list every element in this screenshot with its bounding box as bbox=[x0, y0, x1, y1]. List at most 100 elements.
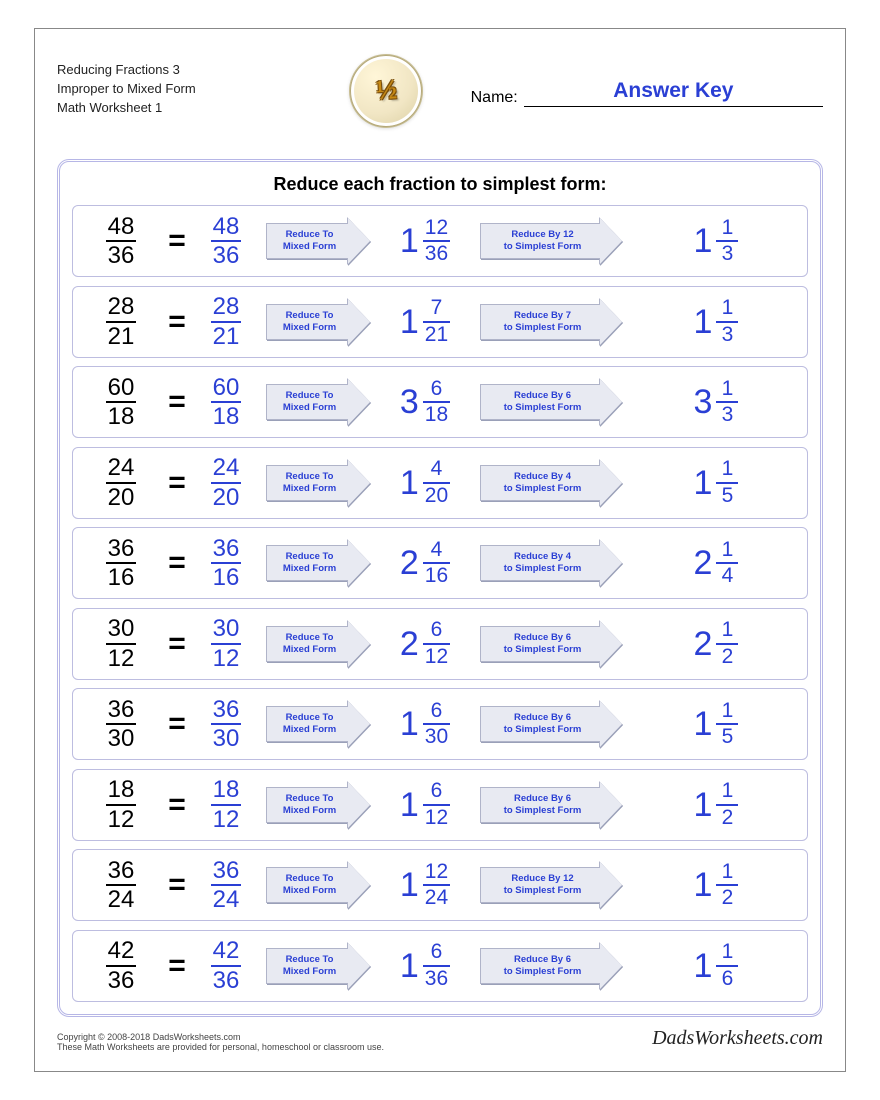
arrow-label: Reduce ToMixed Form bbox=[266, 706, 348, 742]
whole-part: 1 bbox=[694, 466, 713, 500]
fraction: 48 36 bbox=[106, 214, 137, 268]
arrow-label: Reduce By 12to Simplest Form bbox=[480, 223, 600, 259]
denominator: 12 bbox=[211, 645, 242, 671]
copied-fraction: 60 18 bbox=[195, 375, 257, 429]
numerator: 1 bbox=[720, 539, 736, 562]
mixed-number: 1 1 3 bbox=[694, 297, 739, 345]
mixed-number: 1 6 36 bbox=[400, 941, 450, 989]
fraction: 42 36 bbox=[106, 938, 137, 992]
numerator: 4 bbox=[429, 458, 445, 481]
denominator: 21 bbox=[423, 323, 450, 346]
arrow-to-mixed: Reduce ToMixed Form bbox=[257, 379, 379, 425]
title-line-1: Reducing Fractions 3 bbox=[57, 61, 302, 80]
whole-part: 2 bbox=[400, 546, 419, 580]
numerator: 48 bbox=[106, 214, 137, 240]
mixed-number: 1 1 5 bbox=[694, 458, 739, 506]
arrow-to-simplest: Reduce By 6to Simplest Form bbox=[471, 621, 631, 667]
fraction: 24 20 bbox=[211, 455, 242, 509]
numerator: 60 bbox=[106, 375, 137, 401]
fraction: 1 2 bbox=[716, 861, 738, 909]
whole-part: 1 bbox=[400, 224, 419, 258]
numerator: 1 bbox=[720, 941, 736, 964]
mixed-number: 1 1 5 bbox=[694, 700, 739, 748]
logo-text: ½ bbox=[375, 74, 397, 107]
numerator: 18 bbox=[106, 777, 137, 803]
arrow-label: Reduce ToMixed Form bbox=[266, 384, 348, 420]
problem-row: 42 36 = 42 36 Reduce ToMixed Form 1 6 36 bbox=[72, 930, 808, 1002]
arrow-to-mixed: Reduce ToMixed Form bbox=[257, 701, 379, 747]
numerator: 18 bbox=[211, 777, 242, 803]
mixed-number: 1 1 3 bbox=[694, 217, 739, 265]
mixed-form: 1 6 12 bbox=[379, 780, 471, 828]
denominator: 12 bbox=[423, 806, 450, 829]
problem-row: 36 24 = 36 24 Reduce ToMixed Form 1 12 2… bbox=[72, 849, 808, 921]
simplest-form: 1 1 3 bbox=[631, 297, 801, 345]
fraction: 6 12 bbox=[423, 780, 450, 828]
arrow-to-mixed: Reduce ToMixed Form bbox=[257, 460, 379, 506]
problem-fraction: 24 20 bbox=[83, 455, 159, 509]
arrow-head-icon bbox=[600, 379, 622, 425]
problem-fraction: 60 18 bbox=[83, 375, 159, 429]
fraction: 36 24 bbox=[106, 858, 137, 912]
denominator: 36 bbox=[423, 242, 450, 265]
simplest-form: 3 1 3 bbox=[631, 378, 801, 426]
fraction: 36 24 bbox=[211, 858, 242, 912]
fraction: 12 36 bbox=[423, 217, 450, 265]
equals-sign: = bbox=[159, 627, 195, 661]
simplest-form: 2 1 4 bbox=[631, 539, 801, 587]
arrow-to-simplest: Reduce By 12to Simplest Form bbox=[471, 862, 631, 908]
copied-fraction: 30 12 bbox=[195, 616, 257, 670]
arrow-head-icon bbox=[348, 943, 370, 989]
worksheet-title-block: Reducing Fractions 3 Improper to Mixed F… bbox=[57, 55, 302, 118]
simplest-form: 1 1 5 bbox=[631, 458, 801, 506]
denominator: 20 bbox=[211, 484, 242, 510]
arrow-head-icon bbox=[600, 701, 622, 747]
numerator: 42 bbox=[106, 938, 137, 964]
logo-container: ½ bbox=[302, 55, 471, 127]
denominator: 6 bbox=[720, 967, 736, 990]
equals-sign: = bbox=[159, 788, 195, 822]
denominator: 12 bbox=[106, 806, 137, 832]
arrow-label: Reduce By 12to Simplest Form bbox=[480, 867, 600, 903]
arrow-head-icon bbox=[600, 460, 622, 506]
arrow-label: Reduce By 4to Simplest Form bbox=[480, 465, 600, 501]
whole-part: 3 bbox=[400, 385, 419, 419]
problem-fraction: 42 36 bbox=[83, 938, 159, 992]
fraction: 6 12 bbox=[423, 619, 450, 667]
arrow-to-mixed: Reduce ToMixed Form bbox=[257, 943, 379, 989]
arrow-label: Reduce By 7to Simplest Form bbox=[480, 304, 600, 340]
arrow-to-simplest: Reduce By 12to Simplest Form bbox=[471, 218, 631, 264]
arrow-to-simplest: Reduce By 6to Simplest Form bbox=[471, 379, 631, 425]
problem-row: 48 36 = 48 36 Reduce ToMixed Form 1 12 3… bbox=[72, 205, 808, 277]
numerator: 1 bbox=[720, 458, 736, 481]
mixed-form: 1 6 30 bbox=[379, 700, 471, 748]
denominator: 5 bbox=[720, 725, 736, 748]
numerator: 48 bbox=[211, 214, 242, 240]
numerator: 6 bbox=[429, 378, 445, 401]
numerator: 12 bbox=[423, 861, 450, 884]
problem-row: 28 21 = 28 21 Reduce ToMixed Form 1 7 21 bbox=[72, 286, 808, 358]
simplest-form: 1 1 2 bbox=[631, 861, 801, 909]
denominator: 3 bbox=[720, 323, 736, 346]
fraction: 36 16 bbox=[211, 536, 242, 590]
mixed-number: 1 1 2 bbox=[694, 861, 739, 909]
copyright-text: Copyright © 2008-2018 DadsWorksheets.com bbox=[57, 1032, 384, 1042]
arrow-label: Reduce ToMixed Form bbox=[266, 304, 348, 340]
numerator: 1 bbox=[720, 700, 736, 723]
problem-row: 36 16 = 36 16 Reduce ToMixed Form 2 4 16 bbox=[72, 527, 808, 599]
mixed-number: 1 7 21 bbox=[400, 297, 450, 345]
fraction: 30 12 bbox=[211, 616, 242, 670]
mixed-form: 1 7 21 bbox=[379, 297, 471, 345]
denominator: 21 bbox=[211, 323, 242, 349]
whole-part: 1 bbox=[400, 868, 419, 902]
equals-sign: = bbox=[159, 546, 195, 580]
whole-part: 1 bbox=[400, 788, 419, 822]
mixed-number: 1 12 24 bbox=[400, 861, 450, 909]
arrow-label: Reduce By 6to Simplest Form bbox=[480, 948, 600, 984]
copied-fraction: 18 12 bbox=[195, 777, 257, 831]
denominator: 18 bbox=[423, 403, 450, 426]
mixed-number: 2 4 16 bbox=[400, 539, 450, 587]
arrow-label: Reduce ToMixed Form bbox=[266, 465, 348, 501]
denominator: 20 bbox=[423, 484, 450, 507]
fraction: 1 3 bbox=[716, 297, 738, 345]
